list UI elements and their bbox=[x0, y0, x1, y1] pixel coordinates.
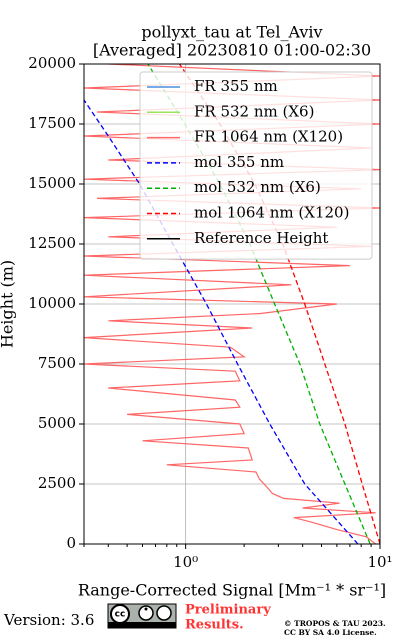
x-tick-label: 10¹ bbox=[367, 553, 392, 571]
chart-subtitle: [Averaged] 20230810 01:00-02:30 bbox=[93, 41, 371, 60]
preliminary-label: Preliminary bbox=[185, 603, 271, 618]
y-tick-label: 5000 bbox=[38, 414, 76, 432]
legend: FR 355 nm FR 532 nm (X6) FR 1064 nm (X120)… bbox=[139, 71, 373, 260]
legend-box bbox=[139, 71, 373, 260]
legend-label: FR 1064 nm (X120) bbox=[194, 128, 343, 146]
legend-label: mol 1064 nm (X120) bbox=[194, 204, 349, 222]
svg-text:cc: cc bbox=[115, 610, 126, 620]
legend-label: FR 532 nm (X6) bbox=[194, 102, 314, 120]
axes: 0 2500 5000 7500 10000 12500 15000 17500 20000 10… bbox=[28, 54, 392, 571]
version: Version: 3.6 bbox=[3, 611, 94, 629]
y-tick-label: 12500 bbox=[28, 234, 76, 252]
y-axis-label: Height (m) bbox=[0, 260, 17, 348]
y-tick-label: 10000 bbox=[28, 294, 76, 312]
x-tick-label: 10⁰ bbox=[173, 553, 198, 571]
legend-label: mol 355 nm bbox=[194, 153, 284, 171]
y-tick-label: 2500 bbox=[38, 474, 76, 492]
chart-title: pollyxt_tau at Tel_Aviv bbox=[141, 23, 322, 42]
y-tick-label: 0 bbox=[66, 534, 76, 552]
y-tick-label: 17500 bbox=[28, 114, 76, 132]
copyright: CC BY SA 4.0 License. bbox=[284, 628, 377, 637]
x-axis-label: Range-Corrected Signal [Mm⁻¹ * sr⁻¹] bbox=[78, 581, 386, 600]
legend-label: FR 355 nm bbox=[194, 77, 278, 95]
copyright: © TROPOS & TAU 2023. bbox=[284, 619, 386, 628]
y-tick-label: 20000 bbox=[28, 54, 76, 72]
series-line bbox=[84, 99, 359, 544]
legend-label: Reference Height bbox=[194, 229, 328, 247]
y-tick-label: 7500 bbox=[38, 354, 76, 372]
y-tick-label: 15000 bbox=[28, 174, 76, 192]
preliminary-label: Results. bbox=[185, 618, 244, 633]
legend-label: mol 532 nm (X6) bbox=[194, 178, 321, 196]
cc-badge: cc bbox=[107, 603, 177, 629]
